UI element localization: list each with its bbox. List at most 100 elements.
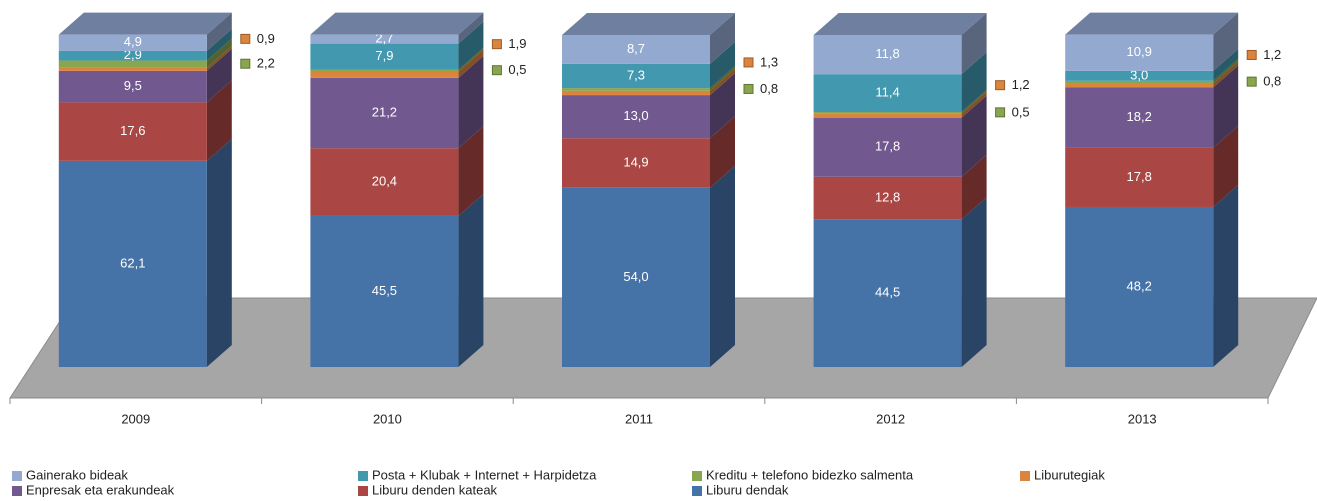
bar-side [458,21,484,70]
bar-segment [562,88,710,91]
data-label: 0,5 [508,62,526,77]
bar-segment [58,102,207,161]
bar-side [458,126,484,216]
label-marker [240,58,251,69]
bar-segment [310,34,459,44]
bar-segment [562,138,710,188]
legend-label: Liburu denden kateak [372,482,498,497]
bar-top [58,12,232,35]
bar-segment [58,160,207,367]
bar-side [1213,184,1239,367]
legend-label: Kreditu + telefono bidezko salmenta [706,467,914,482]
bar-side [206,38,232,68]
data-label: 1,2 [1263,47,1281,62]
bar-segment [1065,80,1214,84]
bar-side [206,45,232,71]
legend-label: Liburu dendak [706,482,789,497]
bar-side [458,49,484,78]
bar-side [961,13,987,75]
bar-segment [813,112,962,114]
bar-segment [310,43,459,70]
data-label: 44,5 [875,285,900,300]
bar-side [710,41,735,89]
legend-label: Gainerako bideak [26,467,128,482]
data-label: 4,9 [124,34,142,49]
bar-side [961,52,987,113]
data-label: 18,2 [1127,109,1152,124]
bar-segment [562,95,710,139]
bar-side [961,90,987,114]
data-label: 45,5 [372,283,397,298]
legend-marker [1020,471,1030,481]
x-tick-label: 2013 [1128,411,1157,426]
bar-segment [1065,34,1214,71]
bar-segment [58,67,207,71]
bar-side [1213,58,1239,84]
data-label: 8,7 [627,41,645,56]
label-marker [995,80,1006,91]
x-tick-label: 2012 [876,411,905,426]
data-label: 0,9 [257,31,275,46]
bar-side [206,48,232,103]
bar-side [710,73,735,139]
bar-side [1213,65,1239,148]
legend-label: Liburutegiak [1034,467,1105,482]
bar-top [562,13,735,35]
data-label: 3,0 [1130,67,1148,82]
data-label: 21,2 [372,104,397,119]
bar-side [206,28,232,61]
bar-side [206,138,232,367]
bar-segment [813,117,962,177]
bar-segment [310,71,459,78]
bar-segment [813,113,962,118]
data-label: 2,9 [124,47,142,62]
data-label: 11,4 [875,85,899,100]
bar-segment [813,219,962,367]
legend-label: Enpresak eta erakundeak [26,482,175,497]
bar-side [458,55,484,149]
bar-side [961,91,987,118]
bar-side [206,12,232,51]
bar-top [310,12,484,35]
bar-side [710,116,735,188]
data-label: 12,8 [875,189,900,204]
bar-top [813,13,987,35]
bar-segment [562,63,710,89]
bar-segment [813,35,962,75]
data-label: 48,2 [1127,278,1152,293]
label-marker [995,107,1006,118]
label-marker [240,33,251,44]
bar-segment [562,35,710,64]
bar-segment [813,176,962,220]
bar-segment [1065,147,1214,207]
data-label: 14,9 [623,154,648,169]
data-label: 13,0 [623,108,648,123]
data-label: 2,2 [257,56,275,71]
bar-side [961,154,987,220]
bar-top [1065,12,1239,35]
data-label: 10,9 [1127,44,1152,59]
bar-segment [813,74,962,113]
bar-side [1213,125,1239,207]
label-marker [491,65,502,76]
x-tick-label: 2011 [625,411,653,426]
data-label: 7,3 [627,67,645,82]
legend-marker [12,471,22,481]
bar-segment [1065,87,1214,148]
bar-side [961,95,987,177]
data-label: 17,6 [120,123,145,138]
label-marker [743,83,754,94]
bar-segment [562,187,710,367]
bar-side [1213,12,1239,71]
bar-segment [1065,83,1214,88]
data-label: 62,1 [120,255,145,270]
data-label: 0,5 [1012,104,1030,119]
legend-marker [692,486,702,496]
data-label: 1,9 [508,36,526,51]
bar-segment [310,215,459,367]
bar-side [961,197,987,367]
label-marker [743,57,754,68]
bar-side [1213,48,1239,81]
label-marker [491,39,502,50]
